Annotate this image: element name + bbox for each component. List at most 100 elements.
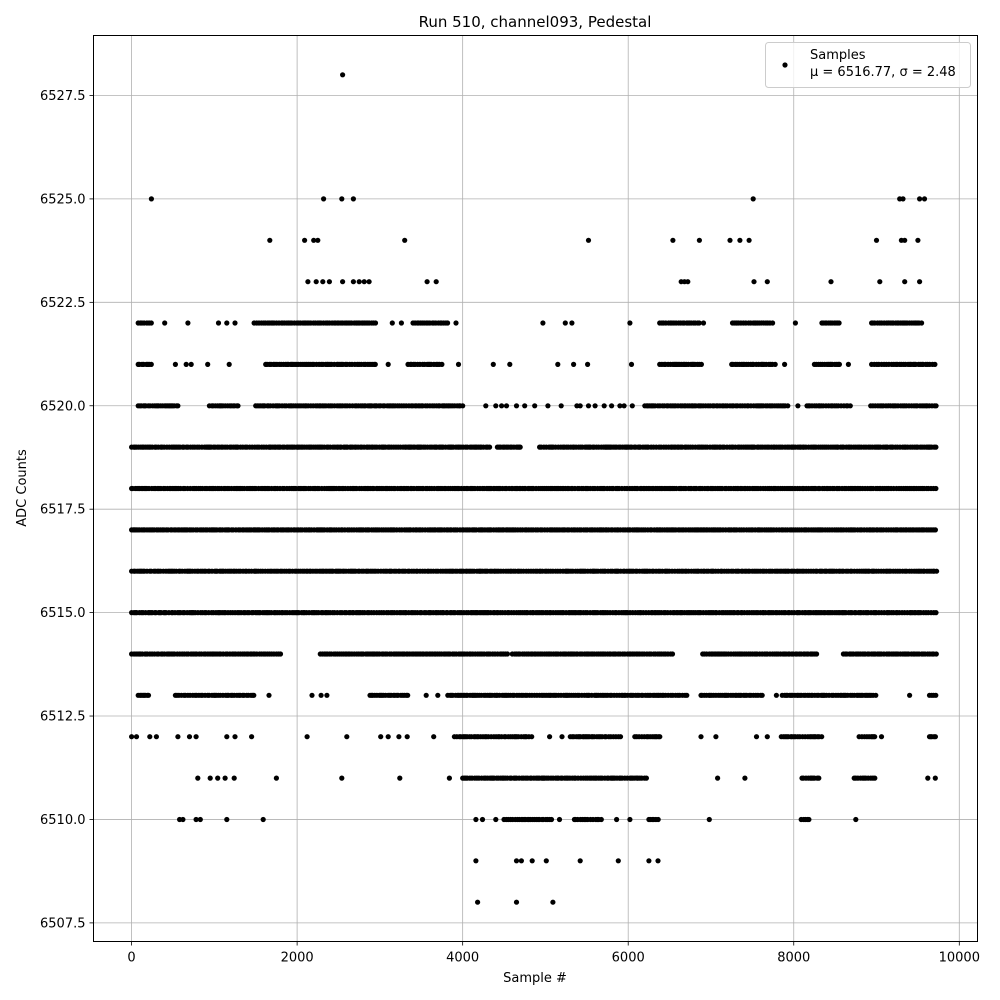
- data-point: [320, 279, 326, 285]
- data-point: [479, 816, 486, 823]
- data-points: [129, 72, 940, 905]
- data-point: [853, 816, 859, 823]
- data-point: [175, 403, 181, 409]
- data-point: [205, 361, 211, 367]
- data-point: [350, 279, 356, 285]
- data-point: [356, 279, 362, 285]
- data-point: [185, 320, 191, 326]
- data-point: [315, 237, 321, 243]
- data-point: [872, 734, 878, 740]
- x-axis-label: Sample #: [503, 971, 567, 986]
- data-point: [487, 444, 493, 450]
- x-tick-label: 6000: [612, 951, 645, 966]
- data-point: [249, 734, 255, 740]
- data-point: [215, 320, 222, 326]
- data-point: [513, 899, 520, 905]
- data-point: [655, 816, 661, 823]
- data-point: [404, 734, 410, 740]
- data-point: [195, 775, 201, 781]
- data-point: [615, 858, 621, 864]
- data-point: [197, 816, 203, 823]
- data-point: [153, 734, 159, 740]
- data-point: [617, 734, 624, 740]
- data-point: [819, 734, 825, 740]
- data-point: [398, 320, 404, 326]
- data-point: [424, 279, 430, 285]
- data-point: [147, 734, 153, 740]
- data-point: [493, 403, 499, 409]
- data-point: [836, 320, 842, 326]
- data-point: [378, 734, 384, 740]
- y-tick-label: 6515.0: [40, 606, 86, 621]
- data-point: [431, 734, 437, 740]
- data-point: [226, 361, 232, 367]
- data-point: [148, 196, 154, 202]
- data-point: [934, 568, 940, 574]
- data-point: [933, 485, 939, 492]
- data-point: [737, 237, 743, 243]
- data-point: [529, 858, 535, 864]
- legend-label: Samples: [810, 48, 866, 63]
- data-point: [129, 734, 135, 740]
- data-point: [933, 651, 939, 657]
- data-point: [350, 196, 356, 202]
- data-point: [251, 692, 257, 698]
- data-point: [372, 320, 379, 326]
- data-point: [188, 361, 194, 367]
- data-point: [267, 237, 273, 243]
- data-point: [932, 775, 938, 781]
- y-tick-label: 6507.5: [40, 916, 86, 931]
- data-point: [309, 692, 315, 698]
- y-axis-label: ADC Counts: [15, 449, 30, 527]
- data-point: [792, 320, 799, 326]
- data-point: [304, 734, 310, 740]
- y-tick-label: 6512.5: [40, 710, 86, 725]
- data-point: [698, 361, 705, 367]
- data-point: [321, 196, 327, 202]
- data-point: [764, 279, 770, 285]
- data-point: [402, 237, 408, 243]
- data-point: [670, 237, 676, 243]
- data-point: [475, 899, 481, 905]
- data-point: [627, 320, 633, 326]
- data-point: [385, 361, 391, 367]
- data-point: [713, 734, 719, 740]
- data-point: [816, 775, 822, 781]
- data-point: [806, 816, 812, 823]
- data-point: [814, 651, 820, 657]
- data-point: [455, 361, 462, 367]
- data-point: [460, 403, 466, 409]
- x-tick-label: 0: [127, 951, 135, 966]
- data-point: [232, 320, 238, 326]
- data-point: [339, 196, 345, 202]
- data-point: [339, 775, 345, 781]
- data-point: [529, 734, 535, 740]
- data-point: [490, 361, 496, 367]
- data-point: [571, 361, 577, 367]
- data-point: [753, 734, 760, 740]
- data-point: [148, 320, 154, 326]
- data-point: [503, 403, 510, 409]
- data-point: [925, 775, 931, 781]
- data-point: [900, 196, 906, 202]
- data-point: [772, 361, 778, 367]
- data-point: [183, 361, 189, 367]
- data-point: [305, 279, 311, 285]
- data-point: [646, 858, 652, 864]
- x-tick-label: 2000: [281, 951, 314, 966]
- data-point: [795, 403, 801, 409]
- data-point: [439, 361, 445, 367]
- data-point: [504, 651, 510, 657]
- data-point: [569, 320, 575, 326]
- data-point: [902, 279, 908, 285]
- data-point: [759, 692, 765, 698]
- data-point: [614, 816, 620, 823]
- data-point: [162, 320, 168, 326]
- data-point: [235, 403, 241, 409]
- data-point: [742, 775, 748, 781]
- data-point: [260, 816, 266, 823]
- data-point: [215, 775, 221, 781]
- data-point: [148, 361, 154, 367]
